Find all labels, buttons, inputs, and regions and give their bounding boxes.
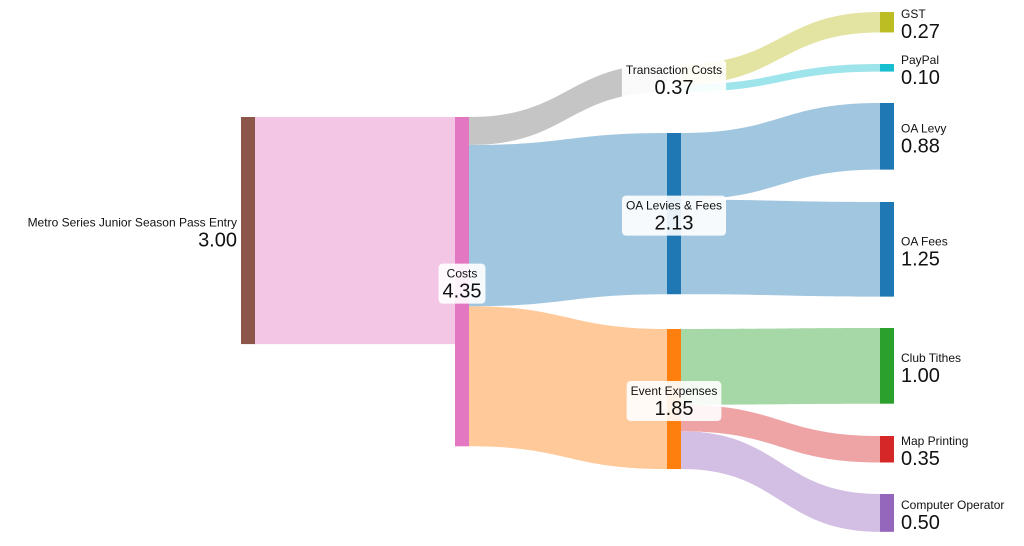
node-value: 0.37: [655, 77, 694, 99]
node-value: 2.13: [655, 213, 694, 235]
node-name: OA Levy: [901, 121, 946, 135]
node-value: 0.35: [901, 448, 940, 470]
node-name: Transaction Costs: [626, 63, 722, 77]
node-name: OA Fees: [901, 234, 948, 248]
labels: Metro Series Junior Season Pass Entry3.0…: [28, 7, 1005, 534]
node: [880, 328, 894, 404]
node: [880, 202, 894, 297]
node: [880, 103, 894, 170]
node-name: Computer Operator: [901, 498, 1004, 512]
node: [880, 494, 894, 532]
node-name: Costs: [447, 267, 478, 281]
label-box: [621, 195, 727, 236]
node-name: Club Tithes: [901, 351, 961, 365]
node-name: Metro Series Junior Season Pass Entry: [28, 216, 237, 230]
link: [469, 133, 667, 307]
link: [681, 199, 880, 297]
label-box: [626, 381, 722, 422]
node-name: Event Expenses: [631, 384, 718, 398]
node-name: Map Printing: [901, 434, 968, 448]
node-name: GST: [901, 7, 926, 21]
link: [681, 328, 880, 405]
node-value: 4.35: [443, 281, 482, 303]
node-value: 1.00: [901, 365, 940, 387]
link: [681, 103, 880, 200]
link: [681, 12, 880, 85]
node-value: 0.10: [901, 67, 940, 89]
link: [681, 404, 880, 463]
link: [469, 306, 667, 470]
node: [880, 12, 894, 33]
node-value: 3.00: [198, 230, 237, 252]
node-value: 0.50: [901, 512, 940, 534]
node-name: PayPal: [901, 53, 939, 67]
link: [469, 64, 667, 146]
node-value: 0.27: [901, 21, 940, 43]
node: [880, 436, 894, 463]
link: [681, 64, 880, 93]
node-label: Metro Series Junior Season Pass Entry3.0…: [28, 216, 237, 252]
label-box: [438, 263, 486, 304]
node-name: OA Levies & Fees: [626, 199, 722, 213]
link: [681, 431, 880, 532]
node-value: 1.25: [901, 248, 940, 270]
link: [255, 117, 455, 345]
label-box: [621, 60, 727, 101]
node: [241, 117, 255, 345]
node-value: 0.88: [901, 135, 940, 157]
links: [255, 12, 880, 532]
node: [880, 64, 894, 72]
node-value: 1.85: [655, 398, 694, 420]
